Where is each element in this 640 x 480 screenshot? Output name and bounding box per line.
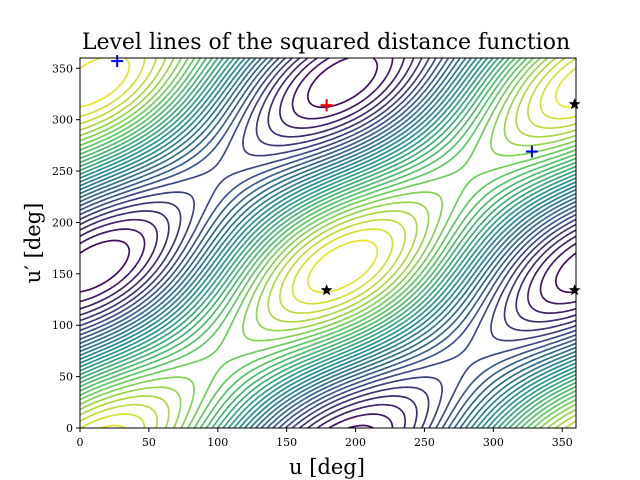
contour-level-line [80, 58, 576, 428]
contour-level-line [80, 58, 576, 428]
minimum-marker [525, 145, 538, 158]
x-axis-label: u [deg] [289, 455, 365, 479]
contour-level-line [80, 58, 576, 428]
y-tick-label: 250 [52, 165, 73, 178]
contour-level-line [80, 58, 576, 428]
contour-lines [80, 58, 576, 428]
saddle-marker [568, 98, 581, 110]
x-tick-label: 150 [276, 436, 297, 449]
contour-level-line [80, 58, 576, 428]
contour-level-line [80, 58, 576, 428]
contour-level-line [80, 58, 576, 428]
contour-level-line [80, 58, 576, 428]
x-tick-label: 350 [552, 436, 573, 449]
saddle-marker [320, 284, 333, 296]
contour-level-line [80, 58, 576, 428]
contour-level-line [80, 58, 576, 428]
contour-level-line [80, 58, 576, 428]
contour-level-line [80, 58, 576, 428]
maximum-marker [320, 99, 333, 112]
contour-level-line [80, 58, 576, 428]
x-tick-label: 50 [142, 436, 156, 449]
contour-level-line [80, 58, 576, 428]
x-tick-label: 250 [414, 436, 435, 449]
x-tick-label: 100 [207, 436, 228, 449]
contour-level-line [80, 58, 576, 428]
x-tick-label: 0 [77, 436, 84, 449]
y-tick-label: 50 [59, 371, 73, 384]
contour-level-line [80, 58, 576, 428]
plot-frame [79, 57, 577, 429]
contour-level-line [80, 58, 576, 428]
x-tick-label: 200 [345, 436, 366, 449]
y-axis-ticks: 0 50 100 150 200 250 300 350 [52, 62, 80, 435]
x-tick-label: 300 [483, 436, 504, 449]
y-tick-label: 150 [52, 268, 73, 281]
y-tick-label: 200 [52, 216, 73, 229]
y-axis-label: u′ [deg] [21, 203, 45, 284]
contour-level-line [80, 58, 576, 428]
critical-point-markers [111, 55, 581, 296]
contour-level-line [80, 58, 576, 428]
x-axis-ticks: 0 50 100 150 200 250 300 350 [77, 428, 573, 449]
chart-title: Level lines of the squared distance func… [82, 30, 570, 55]
contour-level-line [80, 58, 576, 428]
contour-level-line [80, 58, 576, 428]
minimum-marker [111, 55, 124, 68]
y-tick-label: 100 [52, 319, 73, 332]
y-tick-label: 350 [52, 62, 73, 75]
y-tick-label: 0 [66, 422, 73, 435]
y-tick-label: 300 [52, 114, 73, 127]
contour-level-line [80, 58, 576, 428]
contour-level-line [80, 58, 576, 428]
contour-level-line [80, 58, 576, 428]
contour-level-line [80, 58, 576, 428]
saddle-marker [568, 284, 581, 296]
contour-level-line [80, 58, 576, 428]
contour-level-line [80, 58, 576, 428]
contour-level-line [80, 58, 576, 428]
